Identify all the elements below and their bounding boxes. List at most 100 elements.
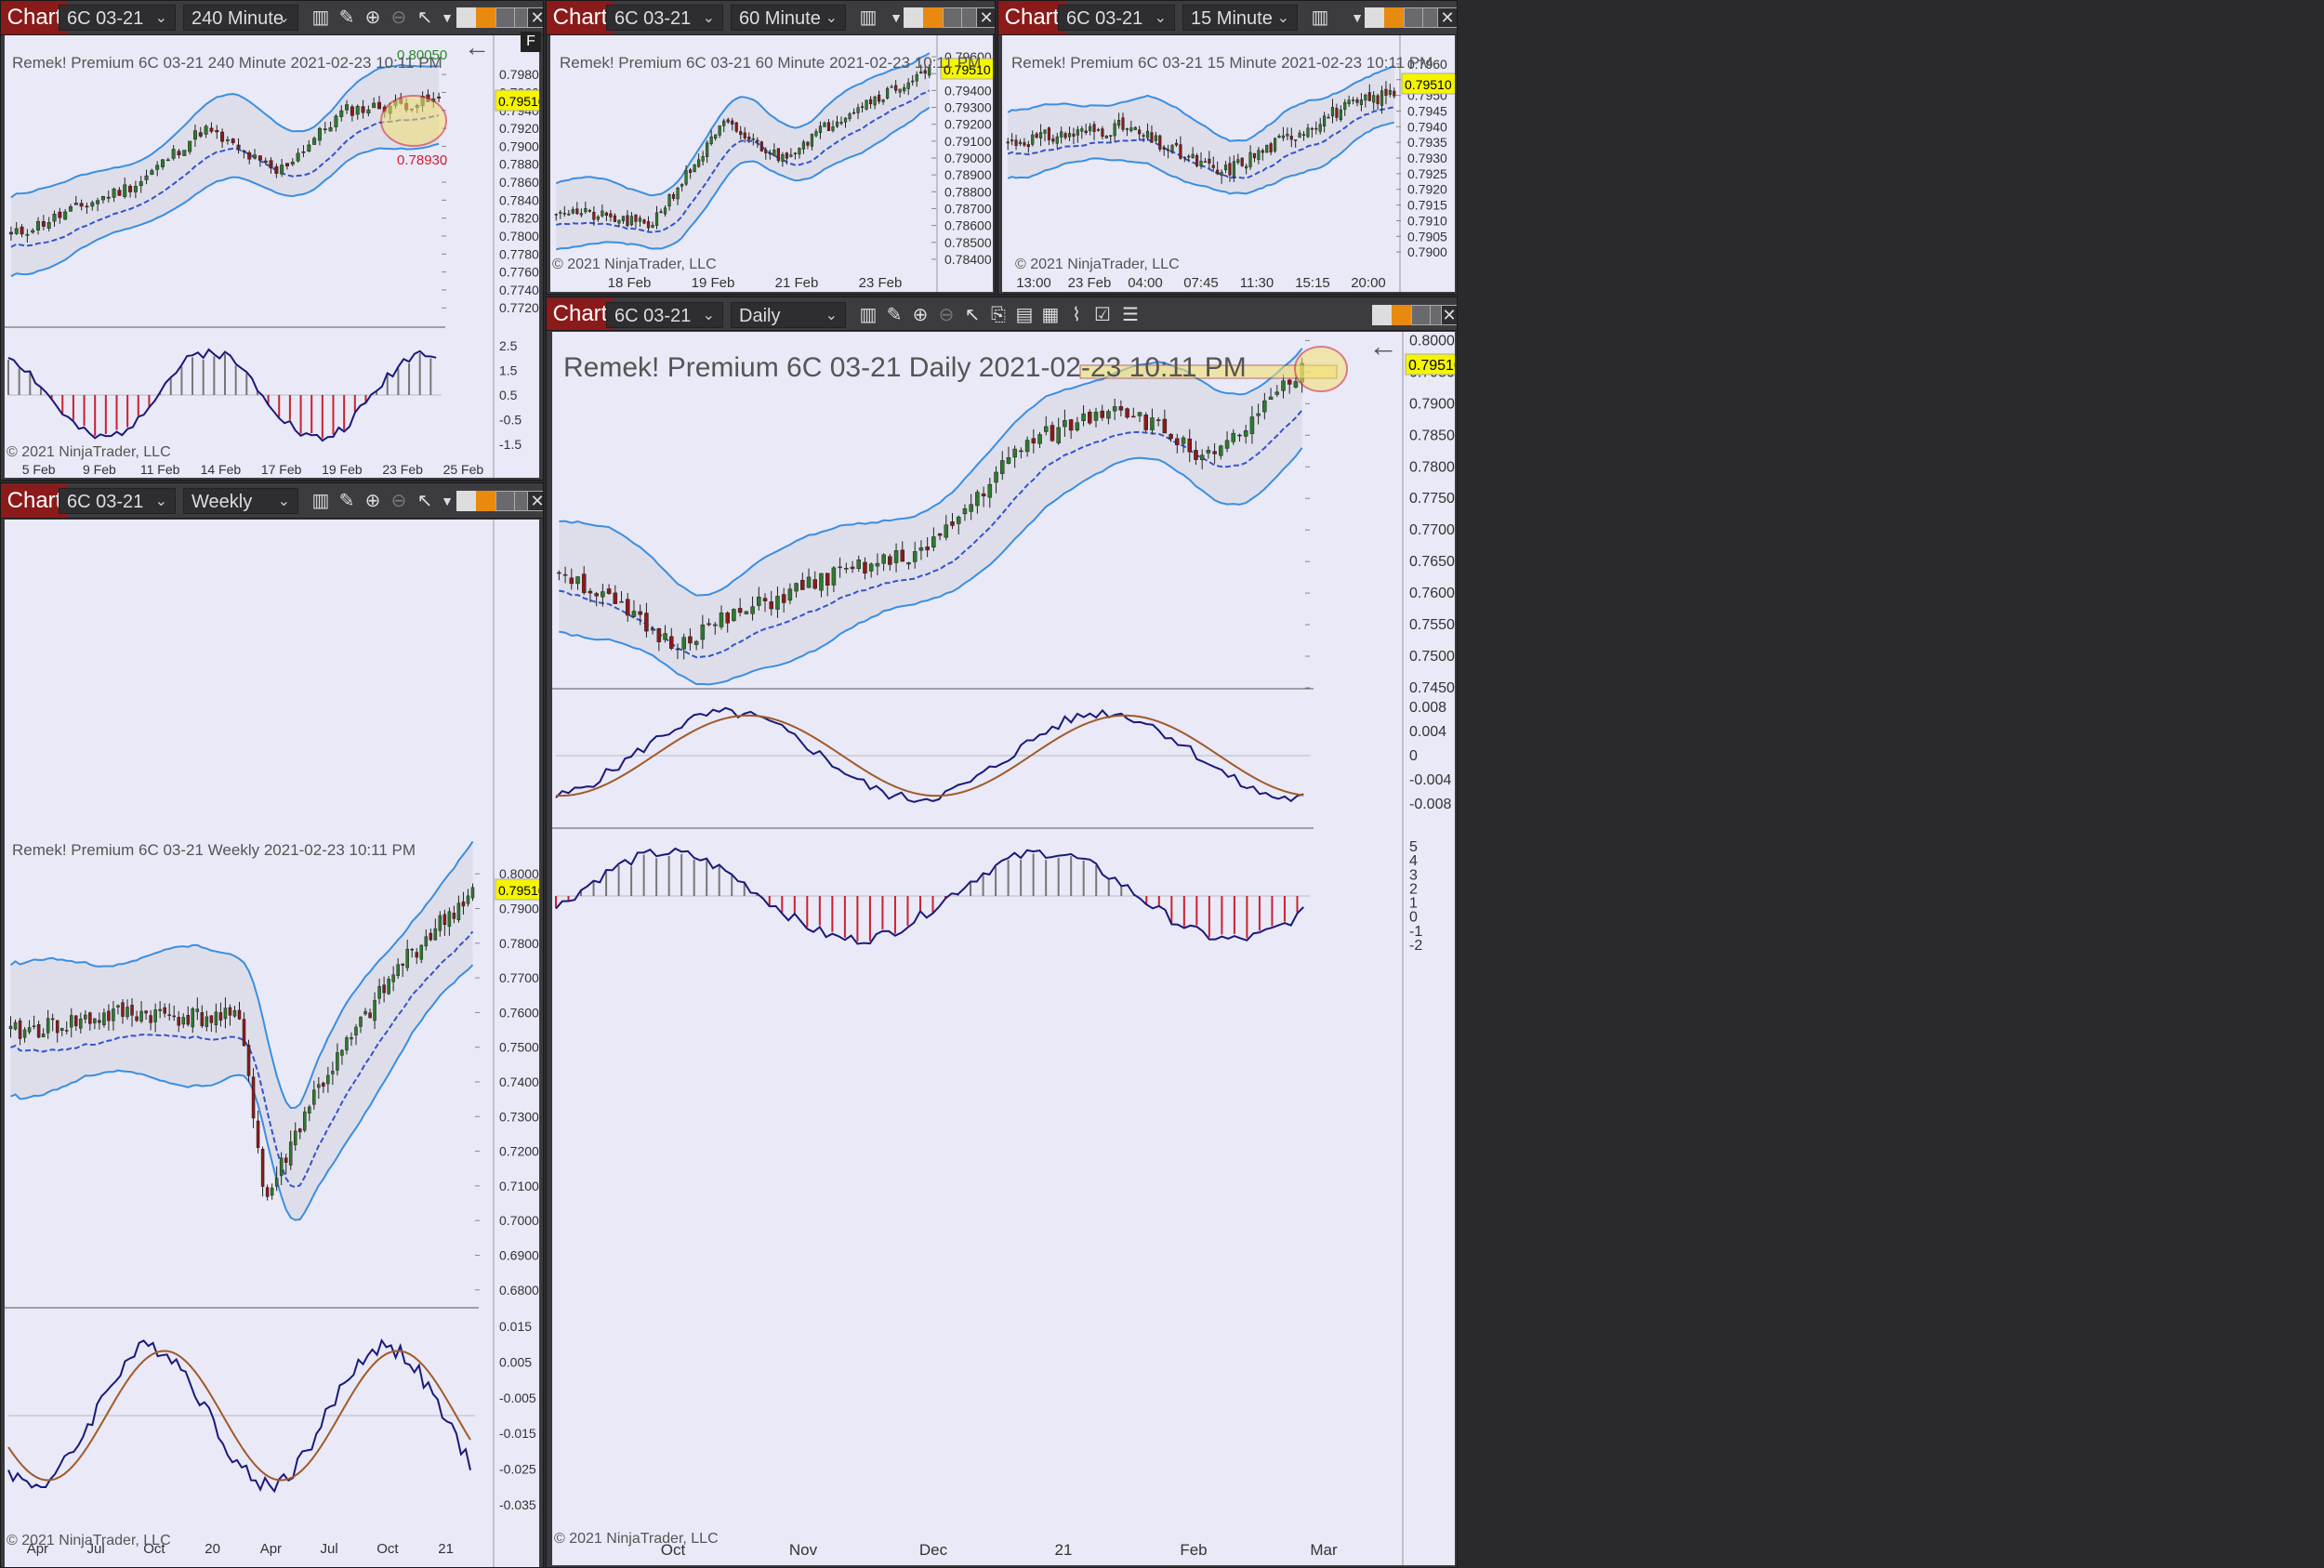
window-color-button[interactable] — [1365, 7, 1385, 28]
zoom-out-icon[interactable]: ⊖ — [390, 7, 407, 28]
plot-area[interactable]: 0.796000.795000.794000.793000.792000.791… — [550, 35, 993, 292]
candle — [1274, 138, 1277, 152]
candle — [1056, 427, 1061, 443]
candle — [1199, 455, 1205, 460]
candle — [680, 184, 684, 187]
more-dropdown-icon[interactable]: ▼ — [890, 10, 903, 25]
candle — [1269, 143, 1273, 152]
strategies-icon[interactable]: ▦ — [1041, 305, 1060, 325]
interval-select[interactable]: 240 Minute ⌄ — [183, 5, 298, 31]
bar-type-icon[interactable]: ▥ — [859, 305, 878, 325]
zoom-in-icon[interactable]: ⊕ — [364, 7, 381, 28]
candle — [68, 206, 73, 212]
instrument-select[interactable]: 6C 03-21 ⌄ — [606, 5, 723, 31]
window-color-button[interactable] — [1372, 305, 1393, 325]
bar-type-icon[interactable]: ▥ — [311, 491, 330, 511]
close-button[interactable]: ✕ — [527, 491, 543, 511]
zoom-out-icon[interactable]: ⊖ — [390, 491, 407, 511]
plot-area[interactable]: 0.79600.79550.79500.79450.79400.79350.79… — [1002, 35, 1455, 292]
candle — [165, 159, 170, 162]
drawing-tool-icon[interactable]: ✎ — [886, 305, 903, 325]
minimize-button[interactable] — [1411, 305, 1432, 325]
instrument-select[interactable]: 6C 03-21 ⌄ — [606, 302, 723, 328]
candle — [881, 554, 886, 564]
link-color-button[interactable] — [476, 7, 496, 28]
list-icon[interactable]: ☰ — [1122, 305, 1139, 325]
f-badge[interactable]: F — [521, 32, 541, 52]
zoom-in-icon[interactable]: ⊕ — [912, 305, 929, 325]
window-color-button[interactable] — [904, 7, 924, 28]
candle — [856, 560, 862, 569]
link-color-button[interactable] — [1392, 305, 1412, 325]
chart-menu-button[interactable]: Chart — [547, 298, 614, 330]
candle — [619, 600, 624, 603]
minimize-button[interactable] — [495, 7, 516, 28]
close-button[interactable]: ✕ — [976, 7, 995, 28]
minimize-button[interactable] — [1404, 7, 1424, 28]
more-dropdown-icon[interactable]: ▼ — [441, 10, 454, 25]
candle — [898, 88, 902, 93]
candle — [581, 573, 587, 594]
chart-menu-button[interactable]: Chart — [998, 1, 1065, 34]
candle — [1318, 124, 1322, 132]
indicators-icon[interactable]: ⌇ — [1072, 305, 1081, 325]
y-tick-label: 0.7905 — [1407, 229, 1447, 244]
instrument-select[interactable]: 6C 03-21 ⌄ — [59, 488, 176, 514]
chevron-down-icon: ⌄ — [1154, 10, 1167, 26]
window-color-button[interactable] — [456, 491, 477, 511]
link-color-button[interactable] — [476, 491, 496, 511]
candle — [751, 138, 755, 140]
data-box-icon[interactable]: ⎘ — [991, 305, 1006, 325]
plot-area[interactable]: 0.798000.796000.794000.792000.790000.788… — [5, 32, 541, 478]
minimize-button[interactable] — [943, 7, 963, 28]
osc-tick-label: 4 — [1409, 853, 1418, 869]
instrument-value: 6C 03-21 — [614, 306, 692, 326]
toolbar: Chart 6C 03-21 ⌄ 60 Minute ⌄ ▥ ▼ ✕ — [547, 1, 995, 35]
candle — [158, 1008, 162, 1011]
close-button[interactable]: ✕ — [1441, 305, 1457, 325]
candle — [1256, 413, 1261, 416]
interval-select[interactable]: Weekly ⌄ — [183, 488, 298, 514]
candle — [994, 471, 998, 483]
instrument-select[interactable]: 6C 03-21 ⌄ — [1058, 5, 1175, 31]
templates-icon[interactable]: ☑ — [1094, 305, 1111, 325]
candle — [962, 507, 968, 515]
properties-icon[interactable]: ▤ — [1015, 305, 1034, 325]
drawing-tool-icon[interactable]: ✎ — [338, 491, 355, 511]
drawing-tool-icon[interactable]: ✎ — [338, 7, 355, 28]
interval-select[interactable]: 15 Minute ⌄ — [1182, 5, 1298, 31]
pointer-icon[interactable]: ↖ — [416, 491, 433, 511]
pointer-icon[interactable]: ↖ — [416, 7, 433, 28]
candle — [1035, 133, 1038, 138]
more-dropdown-icon[interactable]: ▼ — [1351, 10, 1364, 25]
candle — [1237, 434, 1242, 437]
close-button[interactable]: ✕ — [527, 7, 543, 28]
zoom-out-icon[interactable]: ⊖ — [938, 305, 955, 325]
chart-menu-button[interactable]: Chart — [547, 1, 614, 34]
candle — [1012, 448, 1017, 458]
candle — [838, 566, 842, 569]
bar-type-icon[interactable]: ▥ — [1311, 7, 1329, 28]
more-dropdown-icon[interactable]: ▼ — [441, 494, 454, 508]
instrument-value: 6C 03-21 — [67, 492, 144, 512]
chart-menu-button[interactable]: Chart — [1, 484, 68, 518]
interval-select[interactable]: 60 Minute ⌄ — [731, 5, 846, 31]
bar-type-icon[interactable]: ▥ — [311, 7, 330, 28]
bar-type-icon[interactable]: ▥ — [859, 7, 878, 28]
link-color-button[interactable] — [1384, 7, 1405, 28]
minimize-button[interactable] — [495, 491, 516, 511]
candle — [667, 194, 671, 207]
zoom-in-icon[interactable]: ⊕ — [364, 491, 381, 511]
candle — [975, 492, 980, 507]
plot-area[interactable]: 0.800000.795000.790000.785000.780000.775… — [552, 332, 1455, 1565]
link-color-button[interactable] — [923, 7, 944, 28]
chart-menu-button[interactable]: Chart — [1, 1, 68, 34]
pointer-icon[interactable]: ↖ — [964, 305, 981, 325]
window-color-button[interactable] — [456, 7, 477, 28]
interval-select[interactable]: Daily ⌄ — [731, 302, 846, 328]
instrument-select[interactable]: 6C 03-21 ⌄ — [59, 5, 176, 31]
interval-value: Weekly — [191, 492, 253, 512]
close-button[interactable]: ✕ — [1437, 7, 1457, 28]
candle — [1179, 144, 1182, 159]
